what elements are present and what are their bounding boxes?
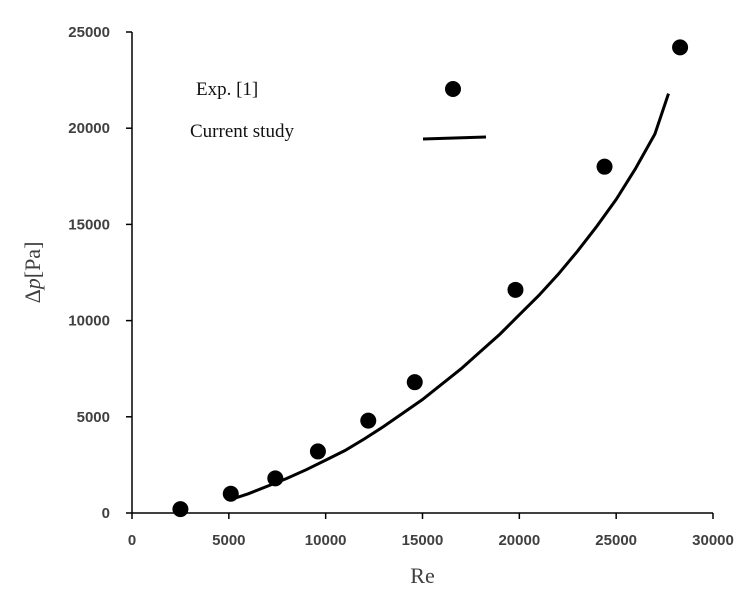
exp-data-point <box>172 501 189 518</box>
y-axis-variable: p <box>20 278 45 291</box>
y-ticks: 0 5000 10000 15000 20000 25000 <box>68 24 132 522</box>
legend-marker-exp <box>445 81 461 97</box>
x-tick-label: 30000 <box>692 532 734 549</box>
exp-points <box>172 39 689 518</box>
x-ticks: 0 5000 10000 15000 20000 25000 30000 <box>128 513 734 549</box>
x-tick-label: 5000 <box>212 532 245 549</box>
x-tick-label: 0 <box>128 532 136 549</box>
exp-data-point <box>222 485 239 502</box>
x-tick-label: 20000 <box>498 532 540 549</box>
y-tick-label: 15000 <box>68 216 110 233</box>
legend-label-exp: Exp. [1] <box>196 79 258 100</box>
axes <box>131 32 713 514</box>
x-tick-label: 25000 <box>595 532 637 549</box>
exp-data-point <box>596 158 613 175</box>
x-tick-label: 10000 <box>305 532 347 549</box>
x-tick-label: 15000 <box>402 532 444 549</box>
y-tick-label: 25000 <box>68 24 110 41</box>
legend: Exp. [1] Current study <box>190 79 487 142</box>
exp-data-point <box>267 470 284 487</box>
exp-data-point <box>360 412 377 429</box>
exp-data-point <box>309 443 326 460</box>
exp-data-point <box>507 281 524 298</box>
exp-data-point <box>672 39 689 56</box>
y-tick-label: 0 <box>102 505 110 522</box>
y-axis-unit: [Pa] <box>20 242 45 279</box>
y-tick-label: 20000 <box>68 120 110 137</box>
y-tick-label: 5000 <box>77 409 110 426</box>
y-axis-symbol: Δ <box>20 289 45 303</box>
legend-label-current-study: Current study <box>190 121 294 142</box>
current-study-line <box>230 93 670 501</box>
x-axis-title: Re <box>410 563 434 588</box>
exp-data-point <box>406 374 423 391</box>
legend-line-current-study <box>422 135 487 141</box>
y-tick-label: 10000 <box>68 313 110 330</box>
plot-area <box>172 39 689 518</box>
y-axis-title: Δp[Pa] <box>20 242 45 304</box>
